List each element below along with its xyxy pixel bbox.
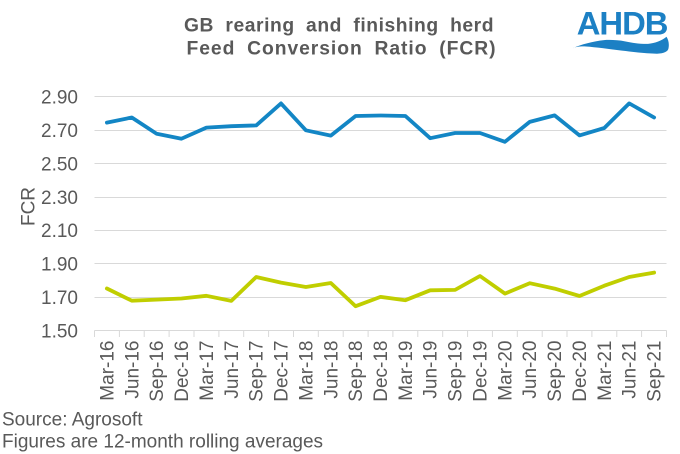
svg-text:Mar-19: Mar-19 [396,341,417,401]
svg-text:1.90: 1.90 [41,255,78,276]
svg-text:Sep-18: Sep-18 [346,341,367,402]
svg-text:Dec-16: Dec-16 [172,341,193,402]
svg-text:Dec-17: Dec-17 [272,341,293,402]
svg-text:Source: Agrosoft: Source: Agrosoft [2,409,143,430]
svg-text:Sep-16: Sep-16 [147,341,168,402]
svg-text:1.50: 1.50 [41,322,78,343]
svg-text:Jun-17: Jun-17 [222,341,243,399]
svg-text:2.50: 2.50 [41,154,78,175]
svg-text:Figures are 12-month rolling a: Figures are 12-month rolling averages [2,432,323,453]
svg-text:2.70: 2.70 [41,121,78,142]
svg-text:Mar-16: Mar-16 [97,341,118,401]
svg-text:Feed Conversion Ratio (FCR): Feed Conversion Ratio (FCR) [187,39,497,60]
svg-text:Jun-18: Jun-18 [321,341,342,399]
svg-text:FCR: FCR [19,187,40,226]
svg-text:GB rearing and finishing herd: GB rearing and finishing herd [184,16,494,37]
svg-text:Sep-20: Sep-20 [545,341,566,402]
svg-text:2.10: 2.10 [41,221,78,242]
svg-text:AHDB: AHDB [577,5,668,42]
svg-text:1.70: 1.70 [41,288,78,309]
svg-text:Jun-16: Jun-16 [122,341,143,399]
svg-text:Mar-18: Mar-18 [296,341,317,401]
svg-text:2.90: 2.90 [41,87,78,108]
svg-text:Jun-19: Jun-19 [421,341,442,399]
svg-text:Dec-18: Dec-18 [371,341,392,402]
svg-text:Jun-21: Jun-21 [620,341,641,399]
svg-text:Dec-20: Dec-20 [570,341,591,402]
svg-text:Mar-21: Mar-21 [595,341,616,401]
svg-text:Jun-20: Jun-20 [520,341,541,399]
svg-text:Mar-20: Mar-20 [495,341,516,401]
svg-text:Sep-17: Sep-17 [247,341,268,402]
svg-text:Dec-19: Dec-19 [471,341,492,402]
svg-text:Sep-19: Sep-19 [446,341,467,402]
svg-text:Mar-17: Mar-17 [197,341,218,401]
svg-text:2.30: 2.30 [41,188,78,209]
svg-text:Sep-21: Sep-21 [645,341,666,402]
